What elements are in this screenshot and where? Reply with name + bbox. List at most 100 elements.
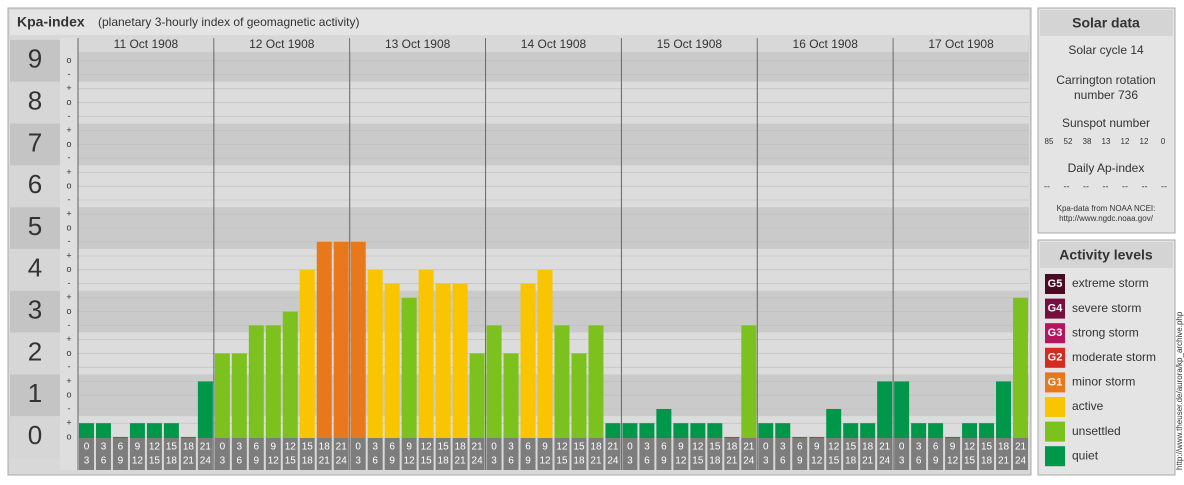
level-label: moderate storm	[1072, 350, 1156, 364]
time-label: 24	[879, 456, 891, 467]
levels-header	[1040, 242, 1173, 268]
time-label: 21	[1015, 442, 1027, 453]
time-label: 15	[149, 456, 161, 467]
y-minor-label: +	[66, 334, 71, 344]
y-minor-label: +	[66, 209, 71, 219]
y-tick-label: 1	[28, 378, 42, 408]
time-label: 12	[539, 456, 551, 467]
time-label: 3	[508, 442, 514, 453]
solar-cycle: Solar cycle 14	[1068, 43, 1144, 57]
time-label: 21	[319, 456, 331, 467]
time-label: 6	[237, 456, 243, 467]
time-cell	[860, 438, 876, 470]
sunspot-value: 85	[1045, 137, 1054, 146]
time-cell	[231, 438, 247, 470]
ap-value: --	[1161, 181, 1167, 191]
bar	[79, 423, 94, 438]
level-swatch	[1045, 323, 1065, 344]
time-label: 21	[590, 456, 602, 467]
time-label: 3	[916, 442, 922, 453]
bar	[945, 437, 961, 438]
credit: http://www.theuser.de/aurora/kp_archive.…	[1175, 311, 1184, 470]
time-label: 21	[879, 442, 891, 453]
y-minor-label: o	[66, 390, 71, 400]
time-label: 6	[525, 442, 531, 453]
time-cell	[435, 438, 451, 470]
y-tick-label: 9	[28, 44, 42, 74]
time-label: 0	[899, 442, 905, 453]
y-minor-label: -	[68, 278, 71, 288]
time-label: 3	[84, 456, 90, 467]
time-cell	[554, 438, 570, 470]
time-label: 21	[336, 442, 348, 453]
day-header	[214, 38, 350, 52]
y-label-cell	[10, 123, 60, 166]
solar-panel	[1037, 7, 1176, 234]
title-bar	[10, 10, 1029, 35]
time-label: 15	[421, 456, 433, 467]
time-cell	[316, 438, 332, 470]
bar	[350, 241, 366, 438]
level-swatch	[1045, 421, 1065, 442]
day-label: 17 Oct 1908	[928, 37, 994, 51]
time-cell	[843, 438, 859, 470]
time-label: 15	[285, 456, 297, 467]
time-label: 15	[166, 442, 178, 453]
y-minor-label: -	[68, 194, 71, 204]
bar	[520, 283, 536, 438]
day-label: 14 Oct 1908	[521, 37, 587, 51]
time-label: 21	[183, 456, 195, 467]
bar	[843, 423, 859, 438]
time-label: 9	[797, 456, 803, 467]
level-swatch	[1045, 397, 1065, 417]
time-cell	[418, 438, 434, 470]
day-header	[757, 38, 893, 52]
time-label: 24	[336, 456, 348, 467]
time-cell	[588, 438, 604, 470]
time-label: 6	[797, 442, 803, 453]
time-label: 15	[556, 456, 568, 467]
time-label: 3	[627, 456, 633, 467]
time-label: 18	[981, 456, 993, 467]
bar	[248, 325, 264, 438]
day-label: 13 Oct 1908	[385, 37, 451, 51]
y-minor-label: +	[66, 83, 71, 93]
y-minor-label: -	[68, 111, 71, 121]
y-tick-label: 4	[28, 253, 42, 283]
bar	[656, 408, 672, 438]
time-cell	[928, 438, 944, 470]
y-minor-label: o	[66, 222, 71, 232]
level-label: severe storm	[1072, 301, 1141, 315]
time-label: 12	[404, 456, 416, 467]
time-label: 6	[372, 456, 378, 467]
bar	[758, 423, 774, 438]
bar	[605, 423, 621, 438]
sunspot-value: 0	[1161, 137, 1166, 146]
bar	[588, 325, 604, 438]
time-label: 15	[573, 442, 585, 453]
y-tick-label: 5	[28, 211, 42, 241]
time-cell	[503, 438, 519, 470]
time-label: 9	[814, 442, 820, 453]
time-label: 3	[644, 442, 650, 453]
y-label-cell	[10, 165, 60, 208]
source: http://www.ngdc.noaa.gov/	[1059, 214, 1154, 223]
time-label: 21	[607, 442, 619, 453]
time-label: 3	[220, 456, 226, 467]
time-label: 9	[542, 442, 548, 453]
bar	[724, 437, 740, 438]
bar	[452, 283, 468, 438]
y-minor-label: o	[66, 181, 71, 191]
time-cell	[690, 438, 706, 470]
time-cell	[809, 438, 825, 470]
day-header	[486, 38, 621, 52]
time-label: 9	[933, 456, 939, 467]
time-label: 3	[780, 442, 786, 453]
bar	[622, 423, 638, 438]
bar	[435, 283, 451, 438]
time-label: 12	[675, 456, 687, 467]
level-badge: G1	[1048, 376, 1063, 388]
y-minor-label: -	[68, 236, 71, 246]
time-label: 18	[183, 442, 195, 453]
